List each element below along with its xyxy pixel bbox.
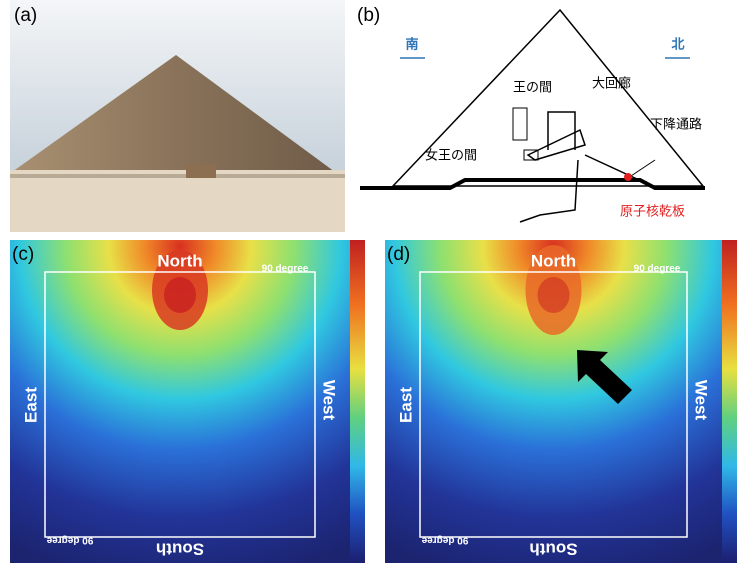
panel-label: (d) (387, 244, 410, 265)
direction-label: North (531, 251, 576, 270)
panel-label: (b) (357, 5, 380, 26)
diagram-label: 下降通路 (650, 116, 702, 131)
diagram-label: 大回廊 (592, 75, 631, 90)
diagram-label: 王の間 (513, 79, 552, 94)
colorbar (350, 240, 365, 563)
direction-label: North (157, 251, 202, 270)
detector-dot (624, 173, 632, 181)
direction-label: West (692, 380, 711, 421)
direction-label: 北 (671, 36, 684, 51)
direction-label: East (396, 387, 415, 423)
direction-label: South (529, 540, 577, 559)
photo (10, 0, 345, 232)
figure: (a) (b) 南 北 王の間 大回廊 女王の間 下降通路 原子核乾板 (c) N… (0, 0, 737, 563)
diagram-label: 女王の間 (425, 147, 477, 162)
direction-label: East (21, 387, 40, 423)
angle-label: 90 degree (421, 534, 468, 545)
hot-core (164, 277, 196, 313)
hot-core (538, 277, 570, 313)
angle-label: 90 degree (634, 264, 681, 275)
panel-label: (a) (14, 5, 37, 26)
direction-label: West (320, 380, 339, 421)
detector-label: 原子核乾板 (620, 203, 685, 218)
direction-label: South (156, 540, 204, 559)
colorbar (722, 240, 737, 563)
direction-label: 南 (405, 36, 418, 51)
angle-label: 90 degree (46, 534, 93, 545)
panel-label: (c) (12, 244, 34, 265)
angle-label: 90 degree (262, 264, 309, 275)
